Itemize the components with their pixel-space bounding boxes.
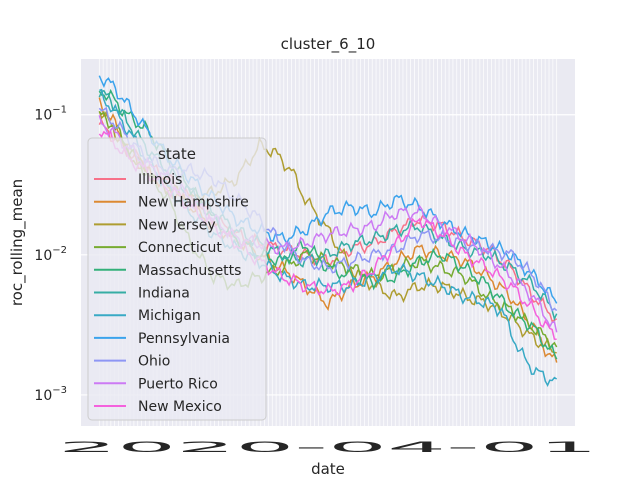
legend-label: New Hampshire [138, 195, 249, 211]
legend-label: Michigan [138, 308, 201, 324]
legend-label: Illinois [138, 172, 182, 188]
chart-title: cluster_6_10 [281, 35, 376, 54]
legend-label: Indiana [138, 286, 190, 302]
legend-item: Puerto Rico [94, 376, 218, 392]
y-tick-labels: 10−1 10−2 10−3 [34, 105, 67, 404]
legend-item: Connecticut [94, 240, 222, 256]
y-tick-label: 10−2 [34, 245, 67, 264]
legend: state Illinois New Hampshire New Jersey Con… [87, 137, 267, 421]
legend-label: New Mexico [138, 399, 222, 415]
y-tick-label: 10−3 [34, 385, 67, 404]
x-axis-label: date [311, 460, 345, 478]
legend-label: Connecticut [138, 240, 222, 256]
legend-item: New Mexico [94, 399, 222, 415]
legend-label: Puerto Rico [138, 376, 218, 392]
y-axis-label: roc_rolling_mean [8, 179, 27, 306]
legend-label: New Jersey [138, 217, 216, 233]
legend-item: Michigan [94, 308, 201, 324]
legend-title: state [158, 145, 196, 163]
legend-item: Massachusetts [94, 263, 241, 279]
legend-label: Massachusetts [138, 263, 241, 279]
legend-item: Ohio [94, 354, 170, 370]
legend-item: New Hampshire [94, 195, 249, 211]
legend-item: Illinois [94, 172, 182, 188]
x-tick-labels: 2020-04-01 [58, 440, 598, 456]
legend-item: Indiana [94, 286, 190, 302]
y-tick-label: 10−1 [34, 105, 67, 124]
legend-item: Pennsylvania [94, 331, 230, 347]
legend-label: Ohio [138, 354, 170, 370]
legend-box [87, 137, 267, 421]
legend-item: New Jersey [94, 217, 216, 233]
legend-label: Pennsylvania [138, 331, 230, 347]
